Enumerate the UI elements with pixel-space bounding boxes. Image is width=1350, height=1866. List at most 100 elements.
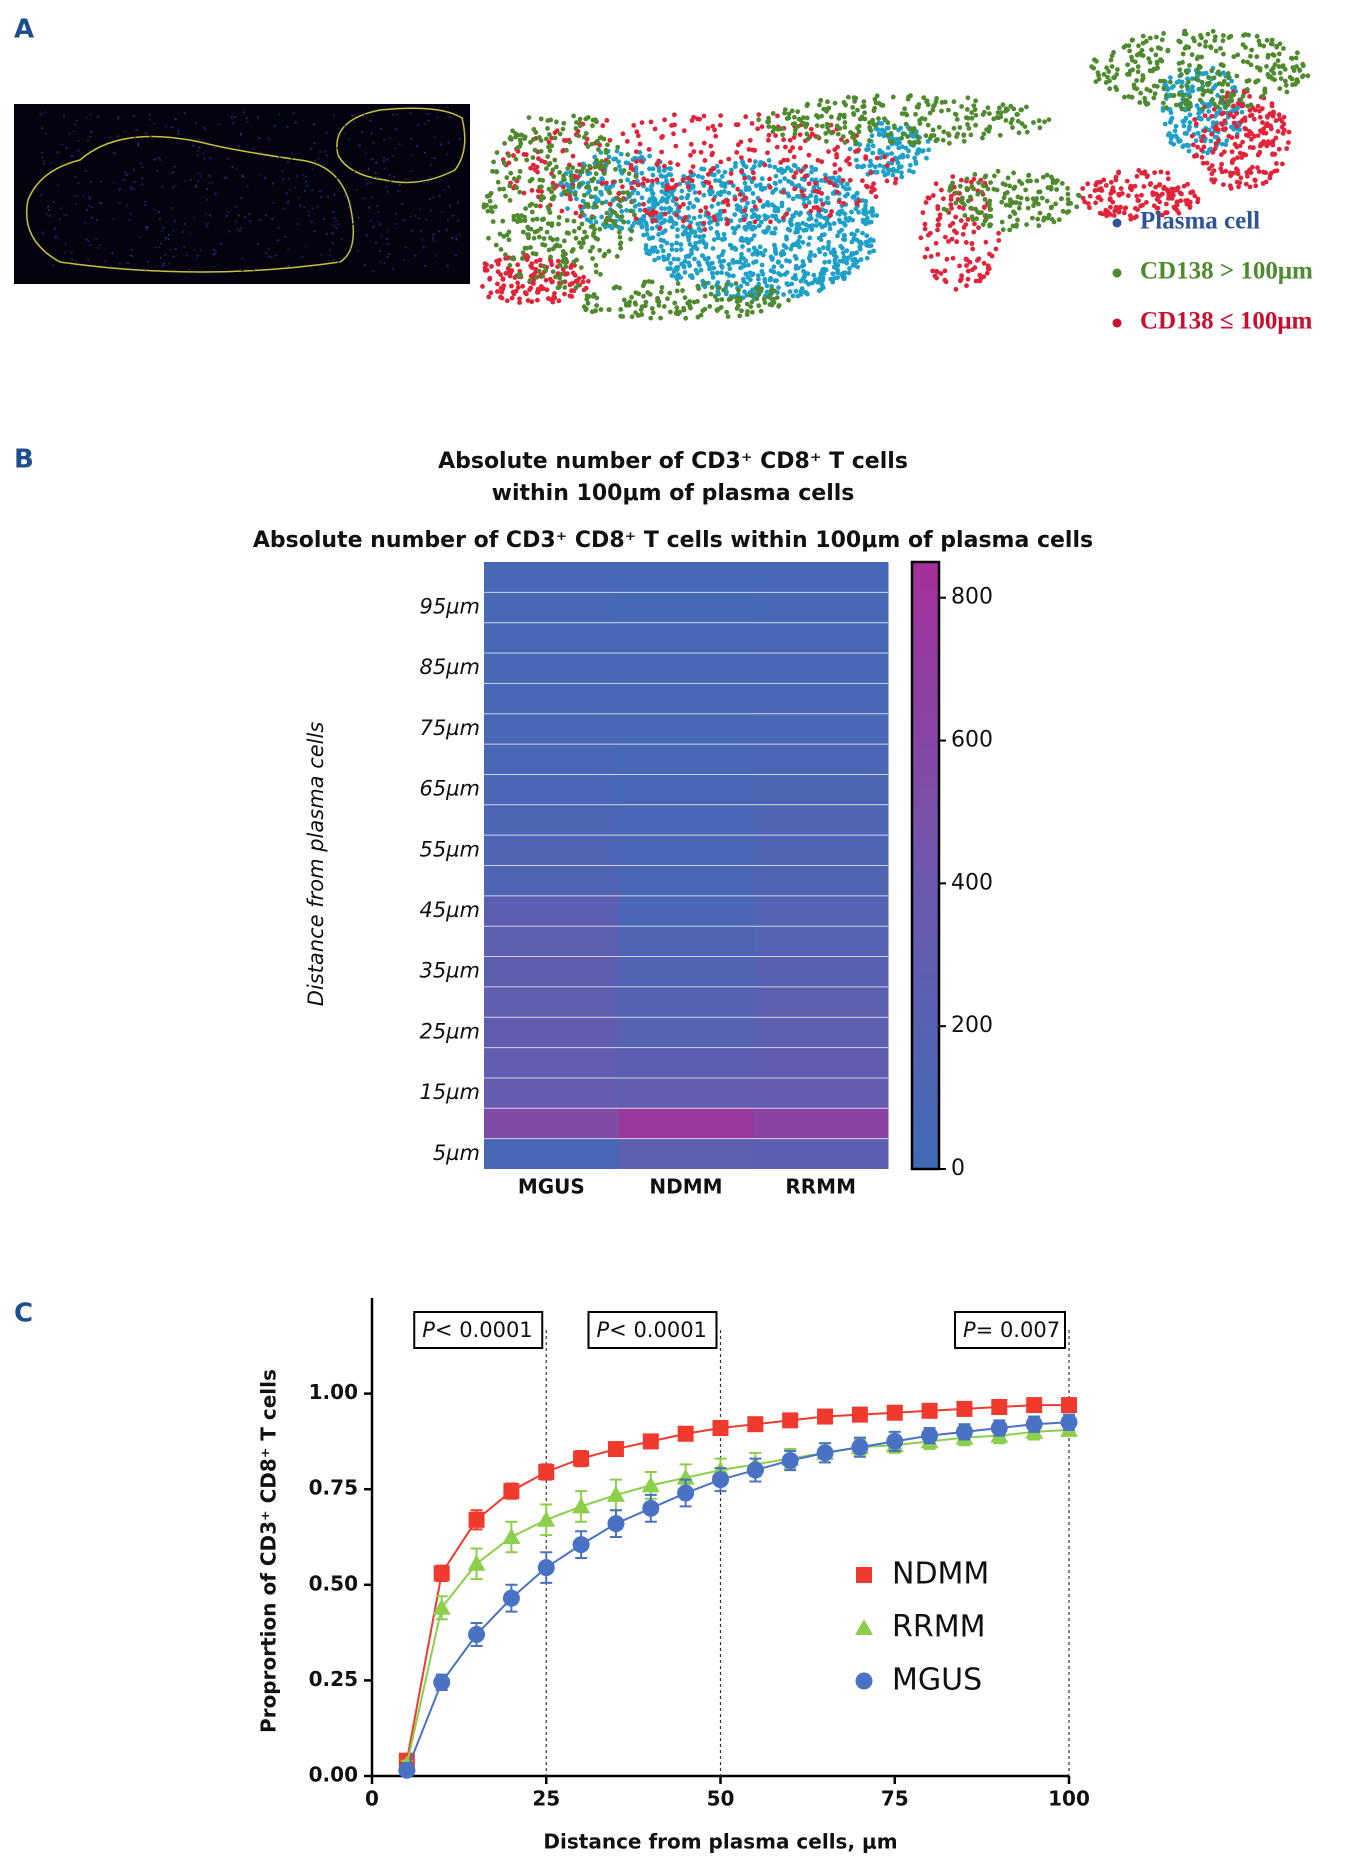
cell-dot	[734, 150, 739, 155]
cell-dot	[621, 190, 626, 195]
legend-marker	[1113, 269, 1122, 278]
cell-dot	[702, 227, 707, 232]
cell-dot	[1281, 46, 1286, 51]
cell-dot	[582, 230, 587, 235]
tissue-speck	[410, 171, 412, 173]
cell-dot	[917, 140, 922, 145]
tissue-speck	[50, 168, 52, 170]
tissue-speck	[41, 194, 43, 196]
cell-dot	[650, 235, 655, 240]
cell-dot	[851, 195, 856, 200]
cell-dot	[1237, 180, 1242, 185]
marker	[537, 1511, 555, 1527]
cell-dot	[1057, 217, 1062, 222]
cell-dot	[871, 249, 876, 254]
cell-dot	[581, 275, 586, 280]
cell-dot	[675, 289, 680, 294]
tissue-speck	[329, 249, 331, 251]
tissue-speck	[311, 189, 313, 191]
tissue-speck	[332, 233, 334, 235]
tissue-speck	[119, 202, 121, 204]
legend-marker	[1113, 219, 1122, 228]
heat-cell	[753, 1108, 888, 1138]
cell-dot	[742, 217, 747, 222]
tissue-speck	[224, 177, 226, 179]
cell-dot	[1182, 29, 1187, 34]
tissue-speck	[269, 139, 271, 141]
cell-dot	[1284, 83, 1289, 88]
cell-dot	[1112, 209, 1117, 214]
tissue-speck	[123, 179, 125, 181]
marker	[502, 1528, 520, 1544]
tissue-speck	[253, 147, 255, 149]
cell-dot	[1187, 63, 1192, 68]
tissue-speck	[119, 188, 121, 190]
cell-dot	[980, 136, 985, 141]
tissue-speck	[150, 135, 152, 137]
cell-dot	[1199, 138, 1204, 143]
tissue-speck	[234, 116, 236, 118]
cell-dot	[539, 138, 544, 143]
cell-dot	[874, 123, 879, 128]
cell-dot	[1136, 198, 1141, 203]
cell-dot	[792, 115, 797, 120]
cell-dot	[751, 170, 756, 175]
tissue-speck	[141, 177, 143, 179]
tissue-speck	[383, 139, 385, 141]
tissue-speck	[457, 202, 459, 204]
cell-dot	[996, 110, 1001, 115]
cell-dot	[695, 299, 700, 304]
cell-dot	[964, 263, 969, 268]
cell-dot	[847, 162, 852, 167]
cell-dot	[611, 180, 616, 185]
cell-dot	[1152, 170, 1157, 175]
cell-dot	[543, 243, 548, 248]
cell-dot	[636, 291, 641, 296]
cell-dot	[767, 133, 772, 138]
tissue-speck	[57, 184, 59, 186]
tissue-speck	[365, 152, 367, 154]
cell-dot	[615, 149, 620, 154]
cell-dot	[754, 259, 759, 264]
cell-dot	[1191, 142, 1196, 147]
row-label: 5µm	[433, 1141, 480, 1165]
cell-dot	[1188, 112, 1193, 117]
tissue-speck	[353, 171, 355, 173]
cell-dot	[1019, 107, 1024, 112]
cell-dot	[1219, 152, 1224, 157]
cell-dot	[650, 280, 655, 285]
cell-dot	[756, 273, 761, 278]
tissue-speck	[387, 229, 389, 231]
marker	[469, 1512, 485, 1528]
cell-dot	[757, 223, 762, 228]
cell-dot	[859, 241, 864, 246]
heat-cell	[619, 957, 754, 987]
cell-dot	[973, 98, 978, 103]
cell-dot	[1120, 191, 1125, 196]
cell-dot	[680, 189, 685, 194]
cell-dot	[504, 175, 509, 180]
cell-dot	[968, 206, 973, 211]
tissue-speck	[130, 188, 132, 190]
cell-dot	[969, 133, 974, 138]
cell-dot	[594, 119, 599, 124]
tissue-speck	[345, 133, 347, 135]
tissue-speck	[228, 230, 230, 232]
cell-dot	[916, 104, 921, 109]
cell-dot	[746, 240, 751, 245]
cell-dot	[894, 177, 899, 182]
tissue-speck	[303, 206, 305, 208]
marker	[782, 1452, 799, 1469]
cell-dot	[807, 181, 812, 186]
cell-dot	[686, 176, 691, 181]
cell-dot	[928, 231, 933, 236]
tissue-speck	[452, 215, 454, 217]
cell-dot	[600, 201, 605, 206]
cell-dot	[1190, 88, 1195, 93]
cell-dot	[748, 277, 753, 282]
cell-dot	[809, 127, 814, 132]
cell-dot	[1014, 224, 1019, 229]
cell-dot	[689, 248, 694, 253]
cell-dot	[838, 167, 843, 172]
cell-dot	[826, 240, 831, 245]
